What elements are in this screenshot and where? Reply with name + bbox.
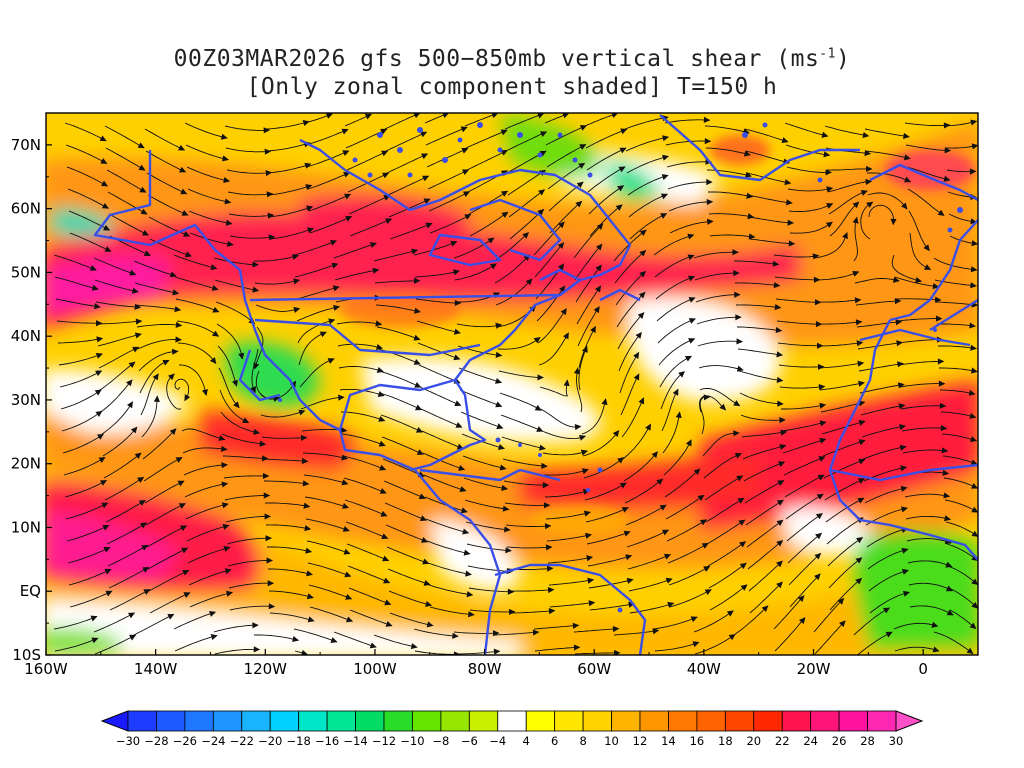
colorbar-box: [270, 711, 298, 731]
colorbar-label: −24: [201, 734, 225, 748]
y-tick-label: 40N: [11, 327, 41, 345]
colorbar-box: [868, 711, 896, 731]
colorbar-label: 24: [803, 734, 818, 748]
x-tick-label: 20W: [797, 660, 831, 678]
colorbar-label: −16: [315, 734, 339, 748]
colorbar-box: [356, 711, 384, 731]
x-tick-label: 60W: [577, 660, 611, 678]
y-tick-label: 70N: [11, 136, 41, 154]
x-tick-label: 0: [918, 660, 928, 678]
colorbar-label: −6: [461, 734, 478, 748]
colorbar-box: [782, 711, 810, 731]
colorbar-label: 14: [661, 734, 676, 748]
colorbar-box: [839, 711, 867, 731]
colorbar-label: 6: [551, 734, 558, 748]
colorbar-label: −26: [173, 734, 197, 748]
colorbar-box: [754, 711, 782, 731]
colorbar-label: −30: [116, 734, 140, 748]
colorbar-label: 26: [832, 734, 847, 748]
colorbar-label: 4: [523, 734, 530, 748]
colorbar-label: −22: [230, 734, 254, 748]
colorbar-box: [242, 711, 270, 731]
colorbar-box: [412, 711, 440, 731]
colorbar-box: [498, 711, 526, 731]
colorbar-box: [213, 711, 241, 731]
colorbar-label: −28: [144, 734, 168, 748]
colorbar-box: [583, 711, 611, 731]
x-tick-label: 100W: [353, 660, 397, 678]
y-tick-label: 10N: [11, 518, 41, 536]
colorbar-label: −18: [287, 734, 311, 748]
y-tick-label: 10S: [12, 646, 41, 664]
colorbar-label: −20: [258, 734, 282, 748]
x-tick-label: 120W: [244, 660, 288, 678]
colorbar-box: [668, 711, 696, 731]
colorbar-box: [384, 711, 412, 731]
colorbar-box: [299, 711, 327, 731]
x-tick-label: 140W: [134, 660, 178, 678]
colorbar-box: [612, 711, 640, 731]
colorbar-label: 28: [860, 734, 875, 748]
colorbar-label: 22: [775, 734, 790, 748]
colorbar-label: −12: [372, 734, 396, 748]
colorbar-box: [469, 711, 497, 731]
colorbar-label: −8: [432, 734, 449, 748]
colorbar-label: 8: [579, 734, 586, 748]
colorbar-label: 20: [746, 734, 761, 748]
colorbar-box: [327, 711, 355, 731]
y-tick-label: 60N: [11, 200, 41, 218]
colorbar-box: [128, 711, 156, 731]
colorbar: −30 −28 −26 −24 −22 −20 −18 −16 −14 −12 −10 −8 −6 −4 4…: [102, 711, 922, 748]
colorbar-box: [640, 711, 668, 731]
colorbar-box: [811, 711, 839, 731]
y-tick-label: 20N: [11, 455, 41, 473]
y-tick-label: 50N: [11, 263, 41, 281]
y-tick-label: EQ: [20, 582, 41, 600]
colorbar-label: 18: [718, 734, 733, 748]
colorbar-box: [185, 711, 213, 731]
colorbar-box: [725, 711, 753, 731]
x-tick-label: 80W: [468, 660, 502, 678]
colorbar-label: −10: [400, 734, 424, 748]
colorbar-low-arrow: [102, 711, 128, 731]
colorbar-high-arrow: [896, 711, 922, 731]
colorbar-box: [555, 711, 583, 731]
colorbar-label: 12: [633, 734, 648, 748]
colorbar-box: [697, 711, 725, 731]
colorbar-label: 10: [604, 734, 619, 748]
colorbar-label: 30: [889, 734, 904, 748]
colorbar-box: [526, 711, 554, 731]
colorbar-label: −4: [489, 734, 506, 748]
colorbar-box: [441, 711, 469, 731]
colorbar-label: −14: [343, 734, 367, 748]
y-tick-label: 30N: [11, 391, 41, 409]
colorbar-label: 16: [690, 734, 705, 748]
x-tick-label: 40W: [687, 660, 721, 678]
colorbar-box: [156, 711, 184, 731]
